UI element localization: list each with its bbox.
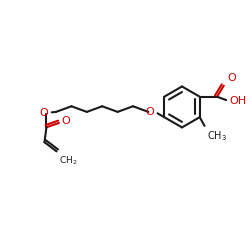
Text: CH$_3$: CH$_3$: [207, 129, 227, 142]
Text: OH: OH: [230, 96, 247, 106]
Text: O: O: [227, 73, 236, 83]
Text: O: O: [62, 116, 70, 126]
Text: O: O: [145, 107, 154, 117]
Text: O: O: [39, 108, 48, 118]
Text: CH$_2$: CH$_2$: [59, 155, 78, 168]
